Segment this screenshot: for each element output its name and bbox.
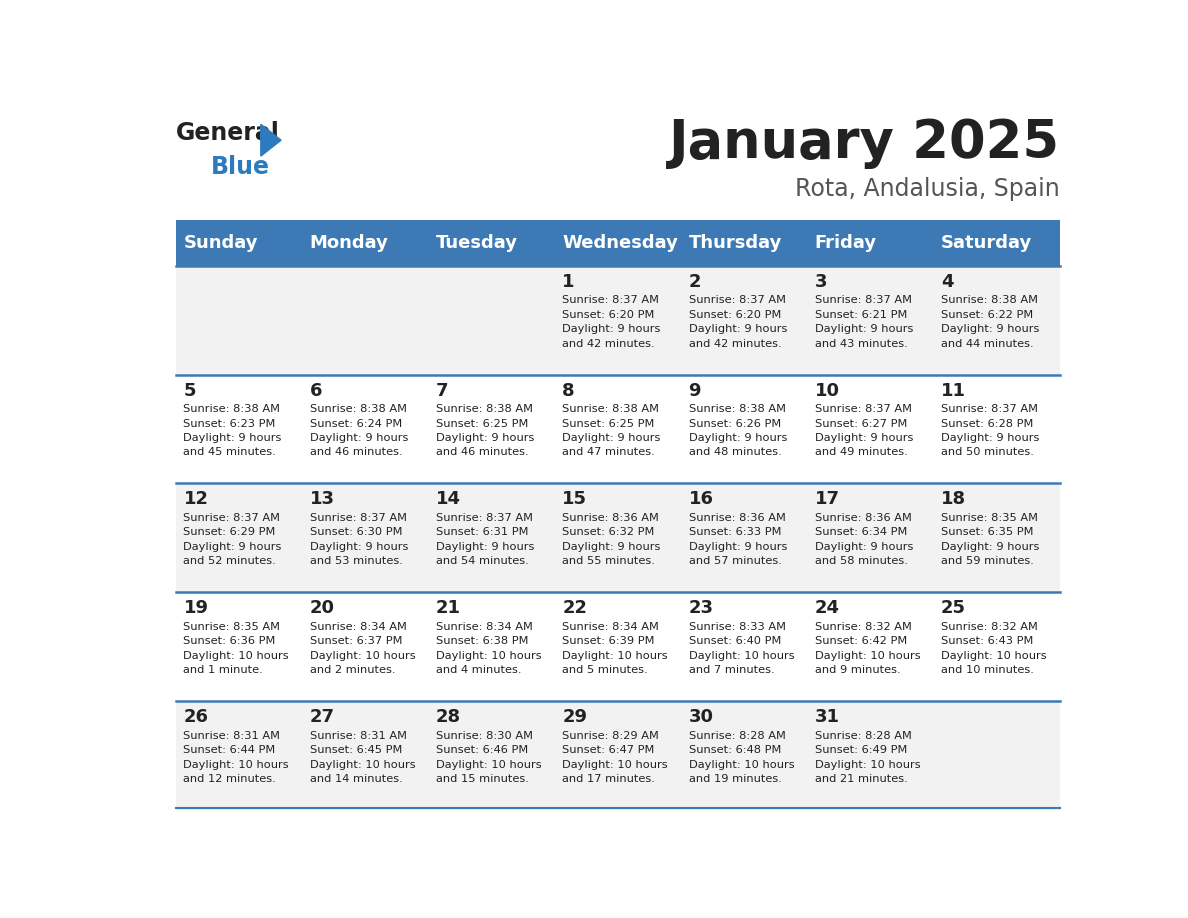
Text: 18: 18 — [941, 490, 966, 509]
Text: 15: 15 — [562, 490, 587, 509]
Text: 8: 8 — [562, 382, 575, 399]
Text: Sunrise: 8:38 AM
Sunset: 6:25 PM
Daylight: 9 hours
and 46 minutes.: Sunrise: 8:38 AM Sunset: 6:25 PM Dayligh… — [436, 404, 535, 457]
Text: Sunrise: 8:37 AM
Sunset: 6:27 PM
Daylight: 9 hours
and 49 minutes.: Sunrise: 8:37 AM Sunset: 6:27 PM Dayligh… — [815, 404, 914, 457]
Text: Blue: Blue — [211, 155, 270, 179]
Text: 10: 10 — [815, 382, 840, 399]
Text: Sunrise: 8:38 AM
Sunset: 6:26 PM
Daylight: 9 hours
and 48 minutes.: Sunrise: 8:38 AM Sunset: 6:26 PM Dayligh… — [689, 404, 786, 457]
Text: Sunrise: 8:37 AM
Sunset: 6:30 PM
Daylight: 9 hours
and 53 minutes.: Sunrise: 8:37 AM Sunset: 6:30 PM Dayligh… — [310, 513, 409, 566]
Text: Sunrise: 8:36 AM
Sunset: 6:33 PM
Daylight: 9 hours
and 57 minutes.: Sunrise: 8:36 AM Sunset: 6:33 PM Dayligh… — [689, 513, 786, 566]
Text: 7: 7 — [436, 382, 449, 399]
Text: Sunrise: 8:37 AM
Sunset: 6:28 PM
Daylight: 9 hours
and 50 minutes.: Sunrise: 8:37 AM Sunset: 6:28 PM Dayligh… — [941, 404, 1040, 457]
Text: Sunrise: 8:30 AM
Sunset: 6:46 PM
Daylight: 10 hours
and 15 minutes.: Sunrise: 8:30 AM Sunset: 6:46 PM Dayligh… — [436, 731, 542, 784]
Text: 5: 5 — [183, 382, 196, 399]
Text: 27: 27 — [310, 708, 335, 726]
Text: 2: 2 — [689, 273, 701, 291]
Bar — [176, 265, 1060, 375]
Text: 22: 22 — [562, 599, 587, 617]
Text: 26: 26 — [183, 708, 208, 726]
Text: 6: 6 — [310, 382, 322, 399]
Text: 13: 13 — [310, 490, 335, 509]
Text: Saturday: Saturday — [941, 234, 1032, 252]
Text: Sunrise: 8:34 AM
Sunset: 6:39 PM
Daylight: 10 hours
and 5 minutes.: Sunrise: 8:34 AM Sunset: 6:39 PM Dayligh… — [562, 621, 668, 675]
Text: Tuesday: Tuesday — [436, 234, 518, 252]
Bar — [176, 484, 1060, 592]
Text: 3: 3 — [815, 273, 827, 291]
Text: 14: 14 — [436, 490, 461, 509]
Text: Sunrise: 8:38 AM
Sunset: 6:24 PM
Daylight: 9 hours
and 46 minutes.: Sunrise: 8:38 AM Sunset: 6:24 PM Dayligh… — [310, 404, 409, 457]
Text: 29: 29 — [562, 708, 587, 726]
Text: Thursday: Thursday — [689, 234, 782, 252]
Text: Sunrise: 8:37 AM
Sunset: 6:29 PM
Daylight: 9 hours
and 52 minutes.: Sunrise: 8:37 AM Sunset: 6:29 PM Dayligh… — [183, 513, 282, 566]
Text: Sunrise: 8:28 AM
Sunset: 6:49 PM
Daylight: 10 hours
and 21 minutes.: Sunrise: 8:28 AM Sunset: 6:49 PM Dayligh… — [815, 731, 921, 784]
Text: 12: 12 — [183, 490, 208, 509]
Text: 24: 24 — [815, 599, 840, 617]
Text: Sunrise: 8:32 AM
Sunset: 6:43 PM
Daylight: 10 hours
and 10 minutes.: Sunrise: 8:32 AM Sunset: 6:43 PM Dayligh… — [941, 621, 1047, 675]
Text: Sunrise: 8:35 AM
Sunset: 6:35 PM
Daylight: 9 hours
and 59 minutes.: Sunrise: 8:35 AM Sunset: 6:35 PM Dayligh… — [941, 513, 1040, 566]
Text: General: General — [176, 121, 280, 145]
Text: 1: 1 — [562, 273, 575, 291]
Text: Sunrise: 8:35 AM
Sunset: 6:36 PM
Daylight: 10 hours
and 1 minute.: Sunrise: 8:35 AM Sunset: 6:36 PM Dayligh… — [183, 621, 289, 675]
Text: Rota, Andalusia, Spain: Rota, Andalusia, Spain — [795, 177, 1060, 201]
Text: 4: 4 — [941, 273, 954, 291]
Text: Sunrise: 8:31 AM
Sunset: 6:45 PM
Daylight: 10 hours
and 14 minutes.: Sunrise: 8:31 AM Sunset: 6:45 PM Dayligh… — [310, 731, 416, 784]
Text: Sunrise: 8:37 AM
Sunset: 6:21 PM
Daylight: 9 hours
and 43 minutes.: Sunrise: 8:37 AM Sunset: 6:21 PM Dayligh… — [815, 296, 914, 349]
Text: Sunrise: 8:32 AM
Sunset: 6:42 PM
Daylight: 10 hours
and 9 minutes.: Sunrise: 8:32 AM Sunset: 6:42 PM Dayligh… — [815, 621, 921, 675]
Text: Sunrise: 8:33 AM
Sunset: 6:40 PM
Daylight: 10 hours
and 7 minutes.: Sunrise: 8:33 AM Sunset: 6:40 PM Dayligh… — [689, 621, 795, 675]
Bar — [176, 701, 1060, 810]
Text: 9: 9 — [689, 382, 701, 399]
Text: Sunrise: 8:38 AM
Sunset: 6:22 PM
Daylight: 9 hours
and 44 minutes.: Sunrise: 8:38 AM Sunset: 6:22 PM Dayligh… — [941, 296, 1040, 349]
Text: Sunrise: 8:37 AM
Sunset: 6:20 PM
Daylight: 9 hours
and 42 minutes.: Sunrise: 8:37 AM Sunset: 6:20 PM Dayligh… — [689, 296, 786, 349]
Text: 21: 21 — [436, 599, 461, 617]
Text: Sunrise: 8:29 AM
Sunset: 6:47 PM
Daylight: 10 hours
and 17 minutes.: Sunrise: 8:29 AM Sunset: 6:47 PM Dayligh… — [562, 731, 668, 784]
Text: 19: 19 — [183, 599, 208, 617]
Text: Sunrise: 8:36 AM
Sunset: 6:34 PM
Daylight: 9 hours
and 58 minutes.: Sunrise: 8:36 AM Sunset: 6:34 PM Dayligh… — [815, 513, 914, 566]
Text: 16: 16 — [689, 490, 714, 509]
Polygon shape — [261, 124, 282, 156]
Text: 11: 11 — [941, 382, 966, 399]
Text: 20: 20 — [310, 599, 335, 617]
Bar — [176, 219, 1060, 265]
Text: Sunrise: 8:36 AM
Sunset: 6:32 PM
Daylight: 9 hours
and 55 minutes.: Sunrise: 8:36 AM Sunset: 6:32 PM Dayligh… — [562, 513, 661, 566]
Text: Sunrise: 8:38 AM
Sunset: 6:23 PM
Daylight: 9 hours
and 45 minutes.: Sunrise: 8:38 AM Sunset: 6:23 PM Dayligh… — [183, 404, 282, 457]
Text: Friday: Friday — [815, 234, 877, 252]
Text: Sunrise: 8:31 AM
Sunset: 6:44 PM
Daylight: 10 hours
and 12 minutes.: Sunrise: 8:31 AM Sunset: 6:44 PM Dayligh… — [183, 731, 289, 784]
Text: Monday: Monday — [310, 234, 388, 252]
Text: Sunrise: 8:28 AM
Sunset: 6:48 PM
Daylight: 10 hours
and 19 minutes.: Sunrise: 8:28 AM Sunset: 6:48 PM Dayligh… — [689, 731, 795, 784]
Bar — [176, 375, 1060, 484]
Text: 17: 17 — [815, 490, 840, 509]
Text: Sunrise: 8:37 AM
Sunset: 6:20 PM
Daylight: 9 hours
and 42 minutes.: Sunrise: 8:37 AM Sunset: 6:20 PM Dayligh… — [562, 296, 661, 349]
Text: 25: 25 — [941, 599, 966, 617]
Text: Sunrise: 8:34 AM
Sunset: 6:37 PM
Daylight: 10 hours
and 2 minutes.: Sunrise: 8:34 AM Sunset: 6:37 PM Dayligh… — [310, 621, 416, 675]
Text: 31: 31 — [815, 708, 840, 726]
Text: 30: 30 — [689, 708, 714, 726]
Text: Sunrise: 8:38 AM
Sunset: 6:25 PM
Daylight: 9 hours
and 47 minutes.: Sunrise: 8:38 AM Sunset: 6:25 PM Dayligh… — [562, 404, 661, 457]
Text: Sunday: Sunday — [183, 234, 258, 252]
Text: Wednesday: Wednesday — [562, 234, 678, 252]
Text: 28: 28 — [436, 708, 461, 726]
Text: Sunrise: 8:34 AM
Sunset: 6:38 PM
Daylight: 10 hours
and 4 minutes.: Sunrise: 8:34 AM Sunset: 6:38 PM Dayligh… — [436, 621, 542, 675]
Bar — [176, 592, 1060, 701]
Text: 23: 23 — [689, 599, 714, 617]
Text: Sunrise: 8:37 AM
Sunset: 6:31 PM
Daylight: 9 hours
and 54 minutes.: Sunrise: 8:37 AM Sunset: 6:31 PM Dayligh… — [436, 513, 535, 566]
Text: January 2025: January 2025 — [669, 118, 1060, 169]
